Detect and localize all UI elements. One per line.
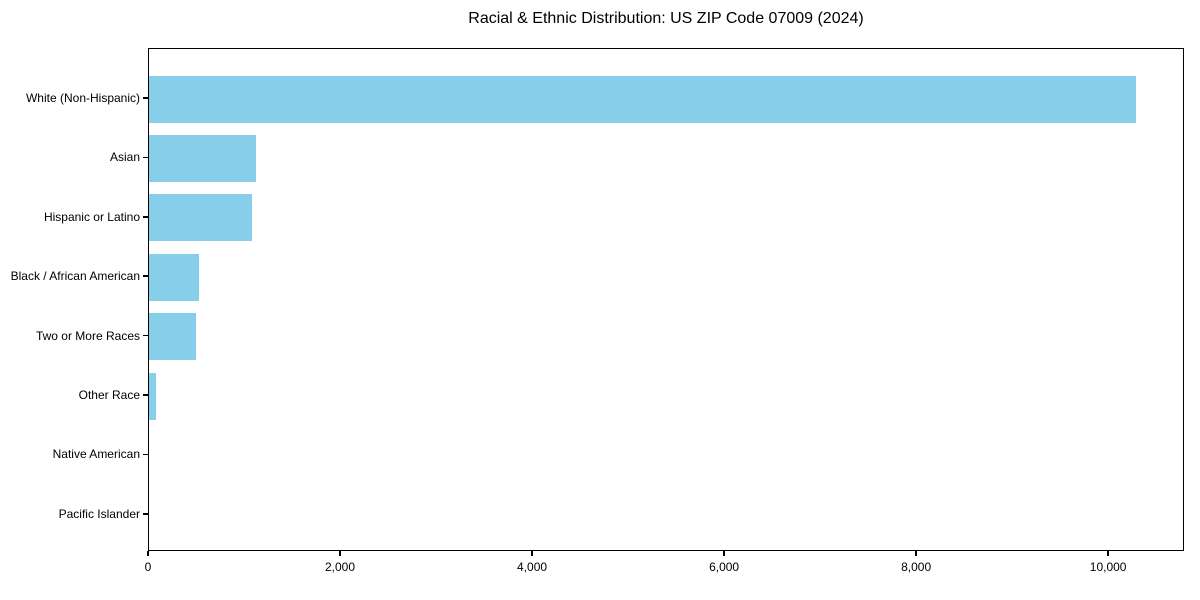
y-tick-mark <box>143 216 148 218</box>
y-tick-mark <box>143 453 148 456</box>
y-tick-mark <box>143 156 148 159</box>
y-tick-mark <box>143 513 148 515</box>
x-tick-mark <box>723 551 725 556</box>
x-tick-mark <box>1107 551 1109 556</box>
x-tick-label-4000: 4,000 <box>517 560 548 574</box>
x-tick-label-2000: 2,000 <box>325 560 356 574</box>
bar-two-or-more-races <box>149 313 196 361</box>
chart-title: Racial & Ethnic Distribution: US ZIP Cod… <box>468 10 864 27</box>
x-tick-mark <box>339 551 341 556</box>
y-tick-label-pacific-islander: Pacific Islander <box>58 506 140 521</box>
y-tick-label-other-race: Other Race <box>78 388 140 402</box>
bar-black-african-american <box>149 253 199 301</box>
y-tick-label-black-african-american: Black / African American <box>10 269 140 284</box>
x-tick-label-0: 0 <box>144 560 152 574</box>
x-tick-label-6000: 6,000 <box>709 560 740 574</box>
bar-white-non-hispanic <box>149 75 1137 123</box>
x-tick-label-8000: 8,000 <box>901 560 932 574</box>
y-tick-label-native-american: Native American <box>52 447 140 462</box>
bar-hispanic-or-latino <box>149 194 252 242</box>
bar-other-race <box>149 372 156 420</box>
plot-area <box>148 48 1184 551</box>
y-tick-mark <box>143 275 148 277</box>
bar-asian <box>149 134 256 182</box>
y-tick-label-two-or-more-races: Two or More Races <box>35 328 140 343</box>
y-tick-mark <box>143 394 148 396</box>
y-tick-label-asian: Asian <box>109 150 140 165</box>
y-tick-mark <box>143 334 148 337</box>
x-tick-mark <box>147 551 149 556</box>
x-tick-label-10000: 10,000 <box>1089 560 1127 574</box>
y-tick-label-hispanic-or-latino: Hispanic or Latino <box>43 209 140 224</box>
y-tick-mark <box>143 97 148 99</box>
x-tick-mark <box>531 551 533 556</box>
y-tick-label-white-non-hispanic: White (Non-Hispanic) <box>25 91 140 105</box>
x-tick-mark <box>915 551 917 556</box>
